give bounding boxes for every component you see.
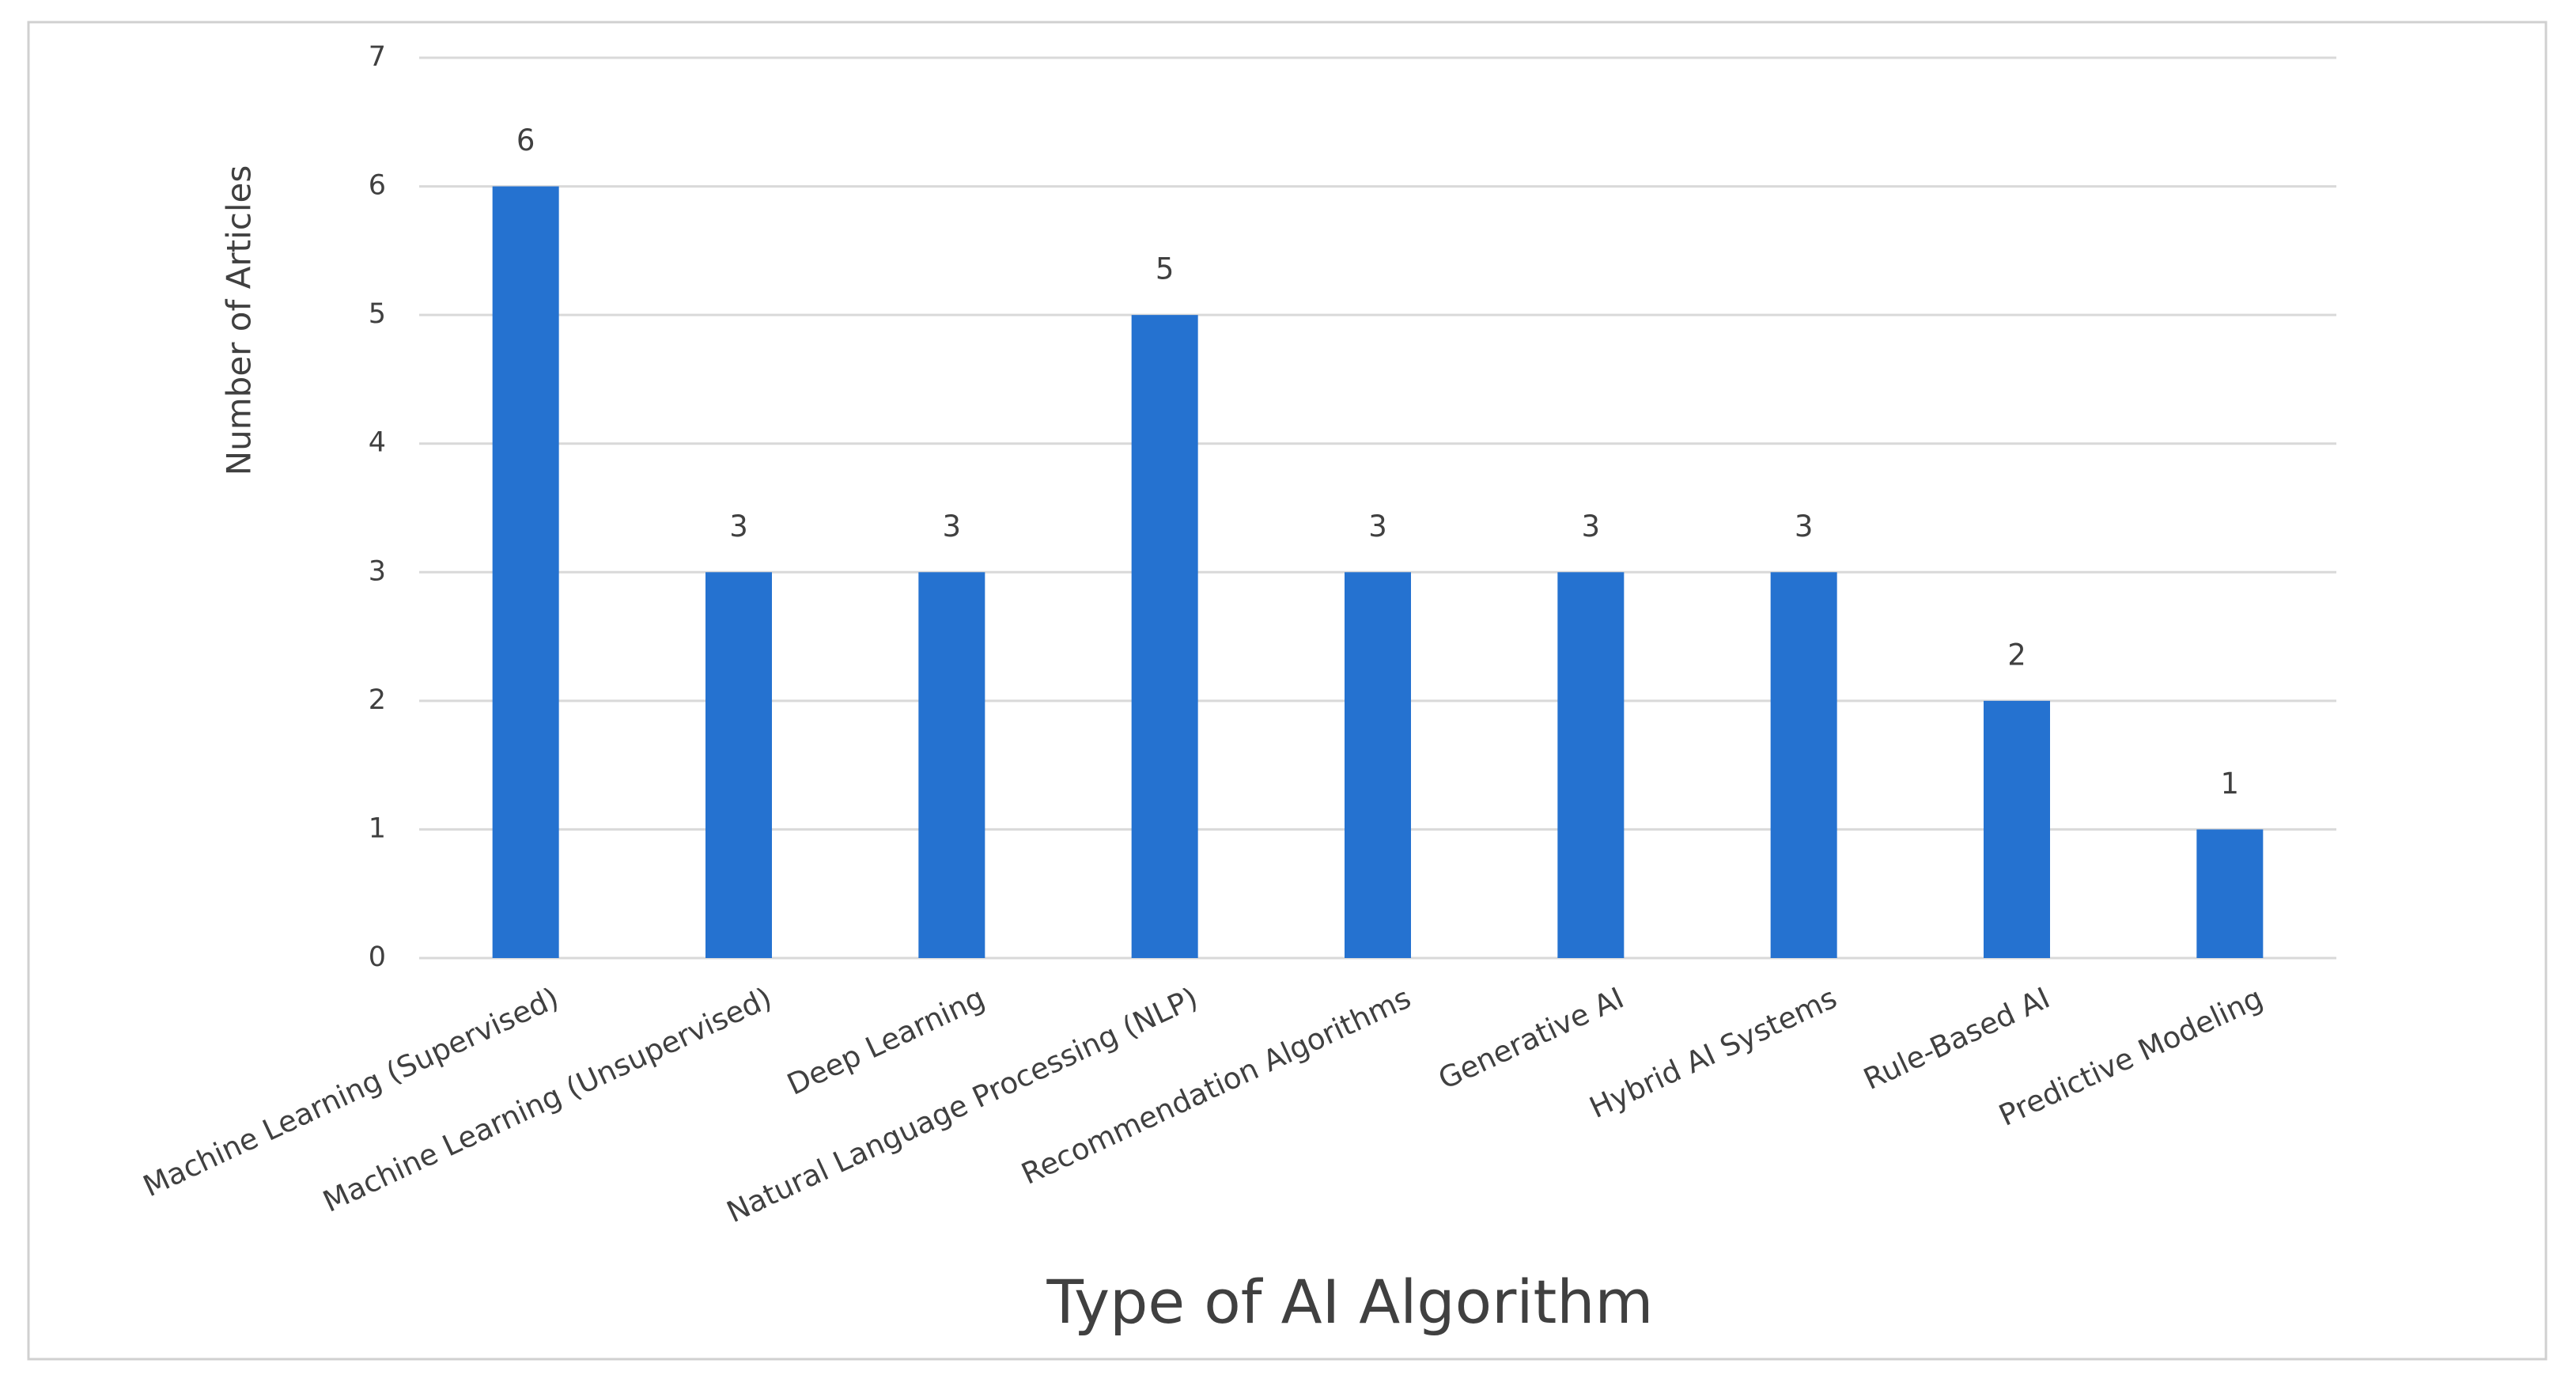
data-label: 6 [516,123,535,157]
data-label: 3 [1582,509,1601,544]
bar [1557,572,1625,958]
x-axis-title: Type of AI Algorithm [1046,1267,1654,1337]
bar [1984,700,2050,958]
bar [492,186,559,959]
y-tick-label: 5 [369,298,386,330]
bar [1770,572,1837,958]
bar [1131,315,1198,959]
y-tick-label: 4 [369,427,386,459]
y-tick-label: 1 [369,812,386,844]
bar [705,572,772,958]
y-tick-label: 0 [369,941,386,973]
y-axis-title: Number of Articles [220,165,259,476]
data-label: 2 [2007,638,2026,672]
data-label: 3 [1795,509,1814,544]
data-label: 3 [943,509,962,544]
y-tick-label: 3 [369,555,386,587]
y-tick-label: 7 [369,41,386,73]
data-label: 1 [2221,767,2240,801]
data-label: 3 [729,509,748,544]
y-tick-label: 2 [369,684,386,716]
chart-border [27,21,2548,1361]
y-tick-label: 6 [369,170,386,202]
data-label: 3 [1368,509,1387,544]
bar [918,572,985,958]
data-label: 5 [1156,252,1175,286]
bar [2196,829,2264,958]
bar [1345,572,1411,958]
